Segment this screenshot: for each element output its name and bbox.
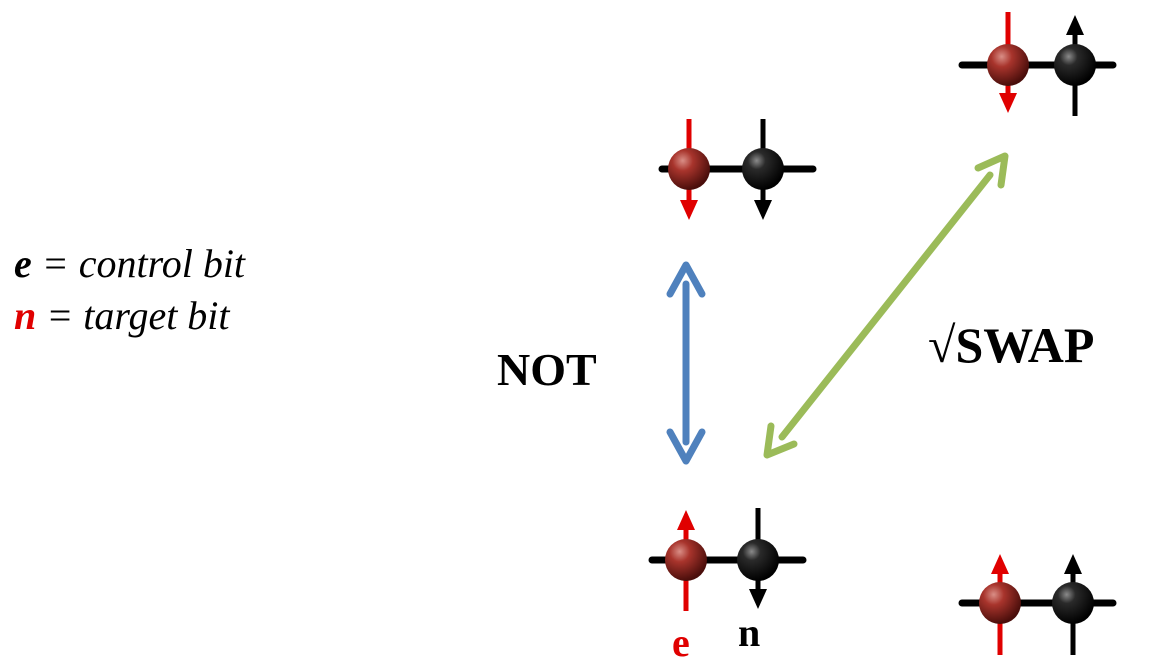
legend: e = control bit n = target bit <box>14 238 245 342</box>
legend-n-text: = target bit <box>36 293 230 338</box>
nucleus-sphere <box>737 539 779 581</box>
nucleus-sphere <box>1052 582 1094 624</box>
electron-sphere <box>665 539 707 581</box>
nucleus-qubit-label: n <box>738 610 761 655</box>
nucleus-sphere <box>1054 44 1096 86</box>
electron-qubit-label: e <box>672 620 690 665</box>
electron-sphere <box>979 582 1021 624</box>
not-gate-label: NOT <box>497 344 597 395</box>
legend-n-symbol: n <box>14 293 37 338</box>
electron-sphere <box>668 148 710 190</box>
nucleus-sphere <box>742 148 784 190</box>
legend-control-line: e = control bit <box>14 238 245 290</box>
electron-sphere <box>987 44 1029 86</box>
state-down-up <box>958 12 1117 116</box>
legend-target-line: n = target bit <box>14 290 245 342</box>
legend-e-symbol: e <box>14 241 32 286</box>
state-down-down <box>658 119 817 220</box>
legend-e-text: = control bit <box>31 241 246 286</box>
not-double-arrow <box>666 261 706 465</box>
state-up-down <box>648 508 807 611</box>
swap-double-arrow <box>763 152 1009 459</box>
sqrt-swap-gate-label: √SWAP <box>928 317 1095 373</box>
state-up-up <box>958 554 1117 655</box>
